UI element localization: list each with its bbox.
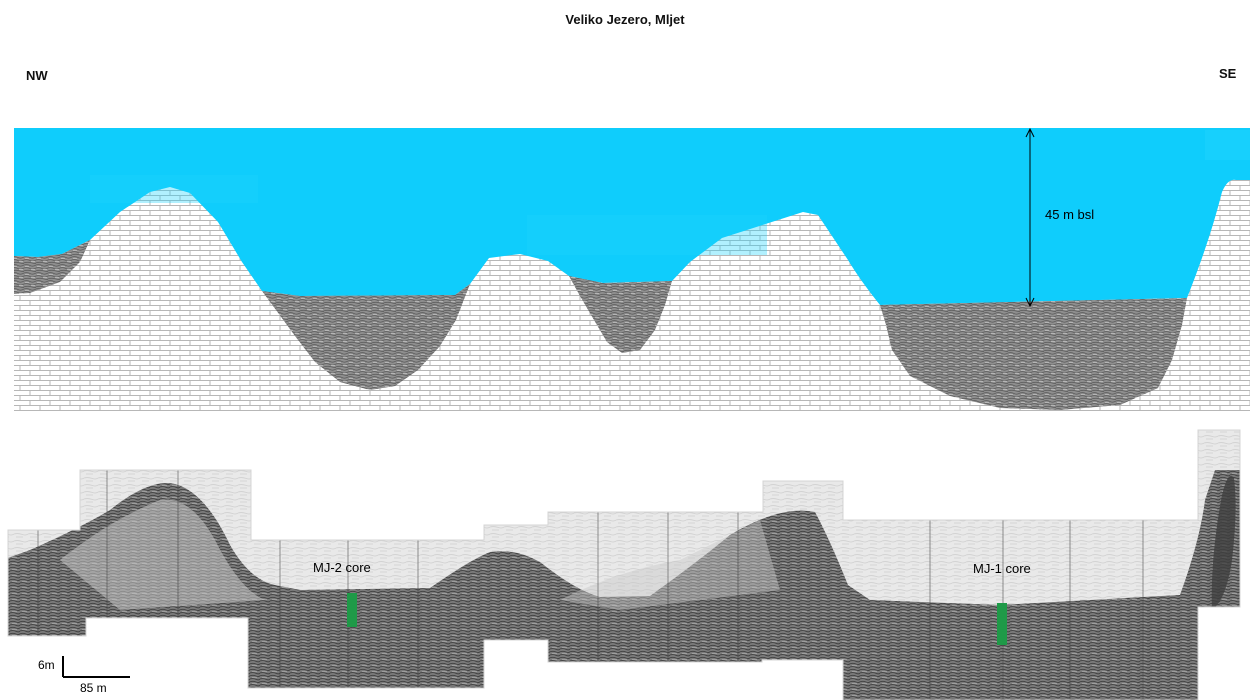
seismic-profile [8,430,1240,700]
mj-1-core-label: MJ-1 core [973,561,1031,576]
mj-2-core-marker [347,593,357,627]
mj-2-core-label: MJ-2 core [313,560,371,575]
figure-title: Veliko Jezero, Mljet [565,12,685,27]
sediment-fill-basin-3 [880,298,1187,410]
lake-water [14,128,1250,305]
sediment-fill-nw [14,240,90,294]
mj-1-core-marker [997,603,1007,645]
scale-bar: 6m 85 m [38,656,130,695]
depth-label: 45 m bsl [1045,207,1094,222]
sediment-fill-basin-2 [569,276,672,353]
scale-vertical-label: 6m [38,658,55,672]
scale-horizontal-label: 85 m [80,681,107,695]
sediment-fill-basin-1 [262,284,470,390]
se-direction-label: SE [1219,66,1237,81]
nw-direction-label: NW [26,68,48,83]
